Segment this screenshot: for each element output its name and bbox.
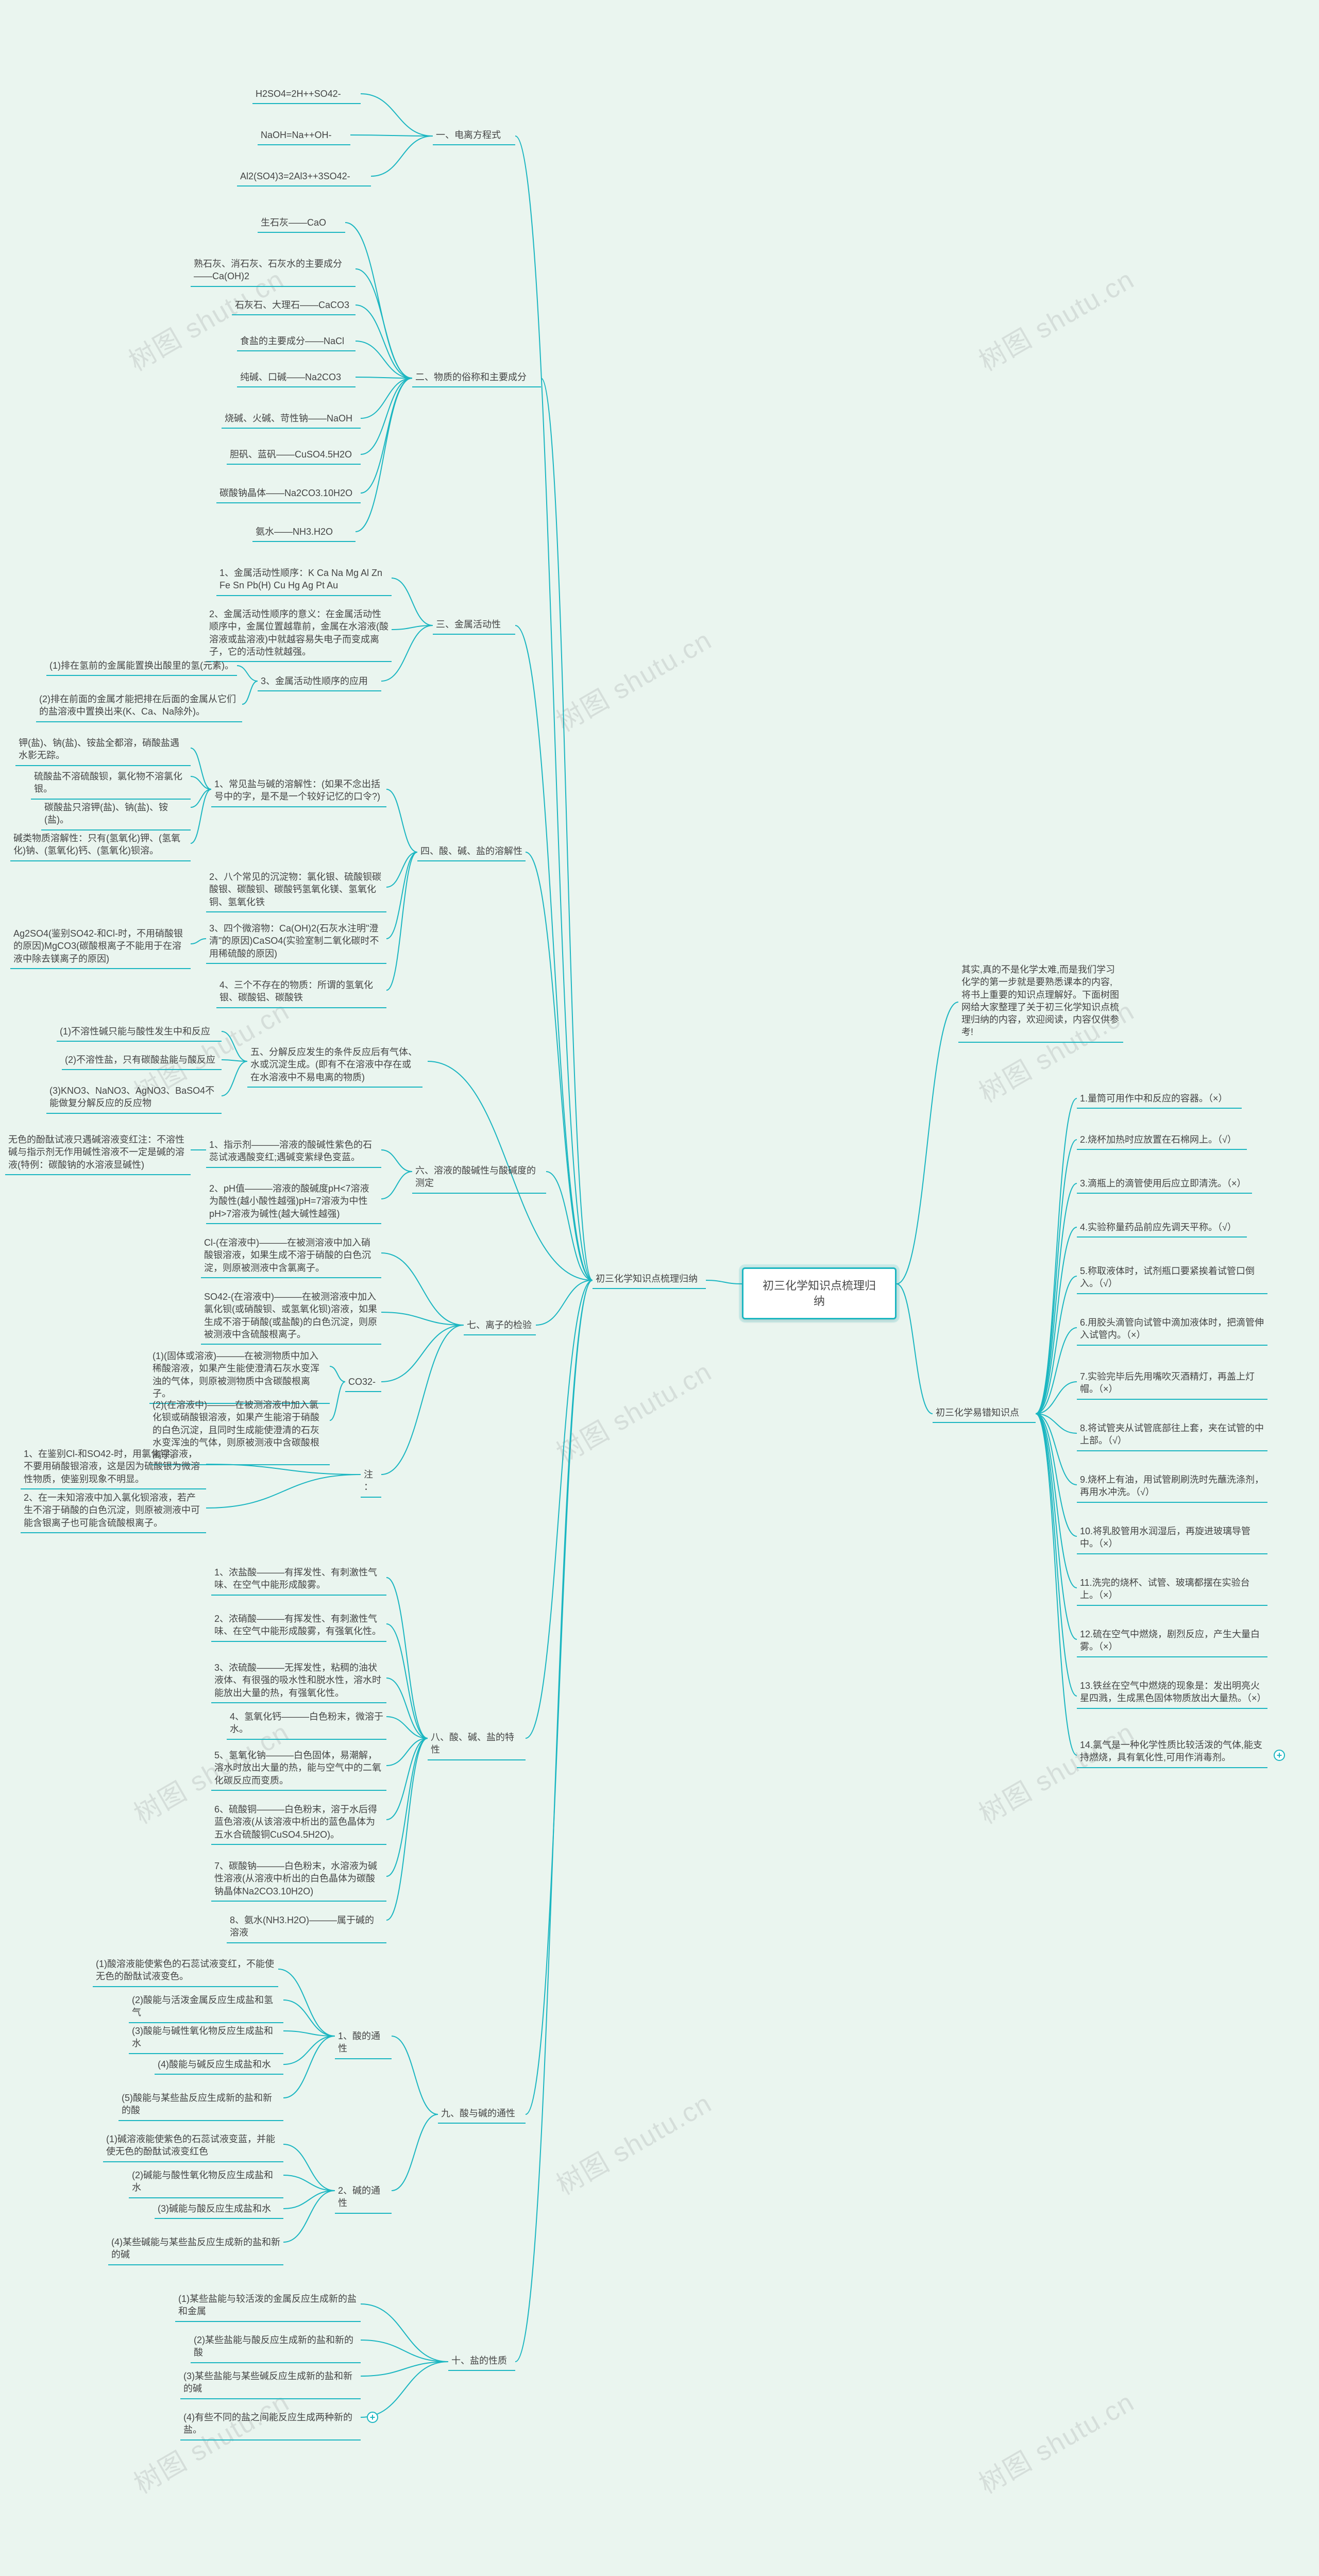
section-3-child-0: 1、常见盐与碱的溶解性：(如果不念出括号中的字，是不是一个较好记忆的口令?) <box>211 778 386 807</box>
section-8-child-0-g1: (2)酸能与活泼金属反应生成盐和氢气 <box>129 1994 283 2023</box>
section-6-child-3-g0: 1、在鉴别Cl-和SO42-时，用氯化钡溶液，不要用硝酸银溶液，这是因为硫酸银为… <box>21 1448 206 1489</box>
section-8-child-1: 2、碱的通性 <box>335 2184 392 2214</box>
section-9-child-2: (3)某些盐能与某些碱反应生成新的盐和新的碱 <box>180 2370 361 2399</box>
expand-s9-c3[interactable]: + <box>367 2412 378 2423</box>
section-8-child-0-g2: (3)酸能与碱性氧化物反应生成盐和水 <box>129 2025 283 2054</box>
section-1-child-3: 食盐的主要成分——NaCl <box>237 335 356 351</box>
right-item-10: 11.洗完的烧杯、试管、玻璃都摆在实验台上。（×） <box>1077 1577 1267 1606</box>
section-8-child-1-g3: (4)某些碱能与某些盐反应生成新的盐和新的碱 <box>108 2236 283 2265</box>
watermark: 树图 shutu.cn <box>971 2381 1140 2501</box>
right-item-7: 8.将试管夹从试管底部往上套，夹在试管的中上部。（√） <box>1077 1422 1267 1451</box>
section-5-child-0-g0: 无色的酚酞试液只遇碱溶液变红注：不溶性碱与指示剂无作用碱性溶液不一定是碱的溶液(… <box>5 1133 191 1175</box>
watermark: 树图 shutu.cn <box>548 2082 718 2202</box>
section-5-child-0: 1、指示剂———溶液的酸碱性紫色的石蕊试液遇酸变红;遇碱变紫绿色变蓝。 <box>206 1139 381 1168</box>
section-8-child-0: 1、酸的通性 <box>335 2030 392 2059</box>
section-1-child-1: 熟石灰、消石灰、石灰水的主要成分——Ca(OH)2 <box>191 258 356 287</box>
section-2-child-0: 1、金属活动性顺序：K Ca Na Mg Al Zn Fe Sn Pb(H) C… <box>216 567 392 596</box>
left-main: 初三化学知识点梳理归纳 <box>593 1273 706 1289</box>
section-9-child-0: (1)某些盐能与较活泼的金属反应生成新的盐和金属 <box>175 2293 361 2322</box>
watermark: 树图 shutu.cn <box>971 1711 1140 1831</box>
section-9-child-1: (2)某些盐能与酸反应生成新的盐和新的酸 <box>191 2334 361 2363</box>
mindmap-stage: 树图 shutu.cn 树图 shutu.cn 树图 shutu.cn 树图 shut… <box>0 0 1319 2576</box>
section-3: 四、酸、碱、盐的溶解性 <box>417 845 526 861</box>
section-8: 九、酸与碱的通性 <box>438 2107 526 2124</box>
section-3-child-2-g0: Ag2SO4(鉴别SO42-和Cl-时，不用硝酸银的原因)MgCO3(碳酸根离子… <box>10 927 191 969</box>
section-6-child-1: SO42-(在溶液中)———在被测溶液中加入氯化钡(或硝酸钡、或氢氧化钡)溶液，… <box>201 1291 381 1345</box>
section-0-child-0: H2SO4=2H++SO42- <box>252 88 361 104</box>
section-8-child-0-g0: (1)酸溶液能使紫色的石蕊试液变红，不能使无色的酚酞试液变色。 <box>93 1958 278 1987</box>
section-4-child-1: (2)不溶性盐，只有碳酸盐能与酸反应 <box>62 1054 222 1070</box>
section-9-child-3: (4)有些不同的盐之间能反应生成两种新的盐。 <box>180 2411 361 2441</box>
section-1-child-6: 胆矾、蓝矾——CuSO4.5H2O <box>227 448 361 465</box>
section-0-child-1: NaOH=Na++OH- <box>258 129 350 145</box>
section-5: 六、溶液的酸碱性与酸碱度的测定 <box>412 1164 546 1194</box>
section-7-child-3: 4、氢氧化钙———白色粉末，微溶于水。 <box>227 1710 386 1740</box>
section-1-child-2: 石灰石、大理石——CaCO3 <box>232 299 356 315</box>
section-3-child-0-g0: 钾(盐)、钠(盐)、铵盐全都溶，硝酸盐遇水影无踪。 <box>15 737 191 766</box>
section-6-child-3-g1: 2、在一未知溶液中加入氯化钡溶液，若产生不溶于硝酸的白色沉淀，则原被测液中可能含… <box>21 1492 206 1533</box>
section-9: 十、盐的性质 <box>448 2354 515 2371</box>
section-7-child-5: 6、硫酸铜———白色粉末，溶于水后得蓝色溶液(从该溶液中析出的蓝色晶体为五水合硫… <box>211 1803 386 1845</box>
section-2-child-1: 2、金属活动性顺序的意义：在金属活动性顺序中，金属位置越靠前，金属在水溶液(酸溶… <box>206 608 392 662</box>
section-3-child-1: 2、八个常见的沉淀物：氯化银、硫酸钡碳酸银、碳酸钡、碳酸钙氢氧化镁、氢氧化铜、氢… <box>206 871 386 912</box>
section-6: 七、离子的检验 <box>464 1319 536 1335</box>
right-item-4: 5.称取液体时，试剂瓶口要紧挨着试管口倒入。（√） <box>1077 1265 1267 1294</box>
section-2-child-2-g1: (2)排在前面的金属才能把排在后面的金属从它们的盐溶液中置换出来(K、Ca、Na… <box>36 693 242 722</box>
section-7-child-1: 2、浓硝酸———有挥发性、有刺激性气味、在空气中能形成酸雾，有强氧化性。 <box>211 1613 386 1642</box>
section-3-child-0-g2: 碳酸盐只溶钾(盐)、钠(盐)、铵(盐)。 <box>41 801 191 831</box>
right-item-6: 7.实验完毕后先用嘴吹灭酒精灯，再盖上灯帽。（×） <box>1077 1370 1267 1400</box>
section-6-child-3: 注： <box>361 1468 381 1498</box>
right-item-8: 9.烧杯上有油，用试管刷刷洗时先蘸洗涤剂，再用水冲洗。（√） <box>1077 1473 1267 1503</box>
section-7-child-2: 3、浓硫酸———无挥发性，粘稠的油状液体、有很强的吸水性和脱水性，溶水时能放出大… <box>211 1662 386 1703</box>
watermark: 树图 shutu.cn <box>548 1350 718 1470</box>
section-6-child-0: Cl-(在溶液中)———在被测溶液中加入硝酸银溶液，如果生成不溶于硝酸的白色沉淀… <box>201 1236 381 1278</box>
section-4: 五、分解反应发生的条件反应后有气体、水或沉淀生成。(即有不在溶液中存在或在水溶液… <box>247 1046 422 1088</box>
right-item-0: 1.量筒可用作中和反应的容器。（×） <box>1077 1092 1242 1109</box>
right-item-5: 6.用胶头滴管向试管中滴加液体时，把滴管伸入试管内。（×） <box>1077 1316 1267 1346</box>
watermark: 树图 shutu.cn <box>971 258 1140 378</box>
section-3-child-2: 3、四个微溶物：Ca(OH)2(石灰水注明"澄清"的原因)CaSO4(实验室制二… <box>206 922 386 964</box>
section-3-child-0-g3: 碱类物质溶解性：只有(氢氧化)钾、(氢氧化)钠、(氢氧化)钙、(氢氧化)钡溶。 <box>10 832 191 861</box>
right-section: 初三化学易错知识点 <box>933 1406 1036 1423</box>
section-1-child-0: 生石灰——CaO <box>258 216 345 233</box>
section-8-child-1-g0: (1)碱溶液能使紫色的石蕊试液变蓝，并能使无色的酚酞试液变红色 <box>103 2133 283 2162</box>
section-3-child-0-g1: 硫酸盐不溶硫酸钡，氯化物不溶氯化银。 <box>31 770 191 800</box>
right-item-13: 14.氯气是一种化学性质比较活泼的气体,能支持燃烧，具有氧化性,可用作消毒剂。 <box>1077 1739 1267 1768</box>
section-2: 三、金属活动性 <box>433 618 515 635</box>
right-item-2: 3.滴瓶上的滴管使用后应立即清洗。（×） <box>1077 1177 1252 1194</box>
section-0-child-2: Al2(SO4)3=2Al3++3SO42- <box>237 170 371 187</box>
section-4-child-2: (3)KNO3、NaNO3、AgNO3、BaSO4不能做复分解反应的反应物 <box>46 1084 222 1114</box>
section-7-child-4: 5、氢氧化钠———白色固体，易潮解，溶水时放出大量的热，能与空气中的二氧化碳反应… <box>211 1749 386 1791</box>
root-node: 初三化学知识点梳理归纳 <box>742 1267 897 1319</box>
expand-right-13[interactable]: + <box>1274 1750 1285 1761</box>
section-0: 一、电离方程式 <box>433 129 515 145</box>
section-8-child-1-g1: (2)碱能与酸性氧化物反应生成盐和水 <box>129 2169 283 2198</box>
section-5-child-1: 2、pH值———溶液的酸碱度pH<7溶液为酸性(越小酸性越强)pH=7溶液为中性… <box>206 1182 381 1224</box>
right-item-1: 2.烧杯加热时应放置在石棉网上。（√） <box>1077 1133 1247 1150</box>
section-2-child-2-g0: (1)排在氢前的金属能置换出酸里的氢(元素)。 <box>46 659 237 676</box>
right-item-11: 12.硫在空气中燃烧，剧烈反应，产生大量白雾。（×） <box>1077 1628 1267 1657</box>
section-8-child-1-g2: (3)碱能与酸反应生成盐和水 <box>155 2202 283 2219</box>
section-8-child-0-g3: (4)酸能与碱反应生成盐和水 <box>155 2058 283 2075</box>
watermark: 树图 shutu.cn <box>548 619 718 739</box>
section-3-child-3: 4、三个不存在的物质：所谓的氢氧化银、碳酸铝、碳酸铁 <box>216 979 386 1008</box>
section-1-child-4: 纯碱、口碱——Na2CO3 <box>237 371 356 387</box>
right-intro: 其实,真的不是化学太难,而是我们学习化学的第一步就是要熟悉课本的内容,将书上重要… <box>958 963 1123 1043</box>
section-7: 八、酸、碱、盐的特性 <box>428 1731 526 1760</box>
section-1-child-7: 碳酸钠晶体——Na2CO3.10H2O <box>216 487 361 503</box>
section-2-child-2: 3、金属活动性顺序的应用 <box>258 675 381 691</box>
right-item-9: 10.将乳胶管用水润湿后，再旋进玻璃导管中。（×） <box>1077 1525 1267 1554</box>
right-item-3: 4.实验称量药品前应先调天平称。（√） <box>1077 1221 1247 1238</box>
section-7-child-7: 8、氨水(NH3.H2O)———属于碱的溶液 <box>227 1914 386 1943</box>
section-1-child-5: 烧碱、火碱、苛性钠——NaOH <box>222 412 361 429</box>
section-7-child-6: 7、碳酸钠———白色粉末，水溶液为碱性溶液(从溶液中析出的白色晶体为碳酸钠晶体N… <box>211 1860 386 1902</box>
section-4-child-0: (1)不溶性碱只能与酸性发生中和反应 <box>57 1025 222 1042</box>
right-item-12: 13.铁丝在空气中燃烧的现象是：发出明亮火星四溅，生成黑色固体物质放出大量热。（… <box>1077 1680 1267 1709</box>
section-6-child-2-g0: (1)(固体或溶液)———在被测物质中加入稀酸溶液，如果产生能使澄清石灰水变浑浊… <box>149 1350 330 1404</box>
section-6-child-2: CO32- <box>345 1376 381 1392</box>
section-1: 二、物质的俗称和主要成分 <box>412 371 541 387</box>
section-1-child-8: 氨水——NH3.H2O <box>252 526 356 542</box>
section-7-child-0: 1、浓盐酸———有挥发性、有刺激性气味、在空气中能形成酸雾。 <box>211 1566 386 1596</box>
section-8-child-0-g4: (5)酸能与某些盐反应生成新的盐和新的酸 <box>119 2092 283 2121</box>
